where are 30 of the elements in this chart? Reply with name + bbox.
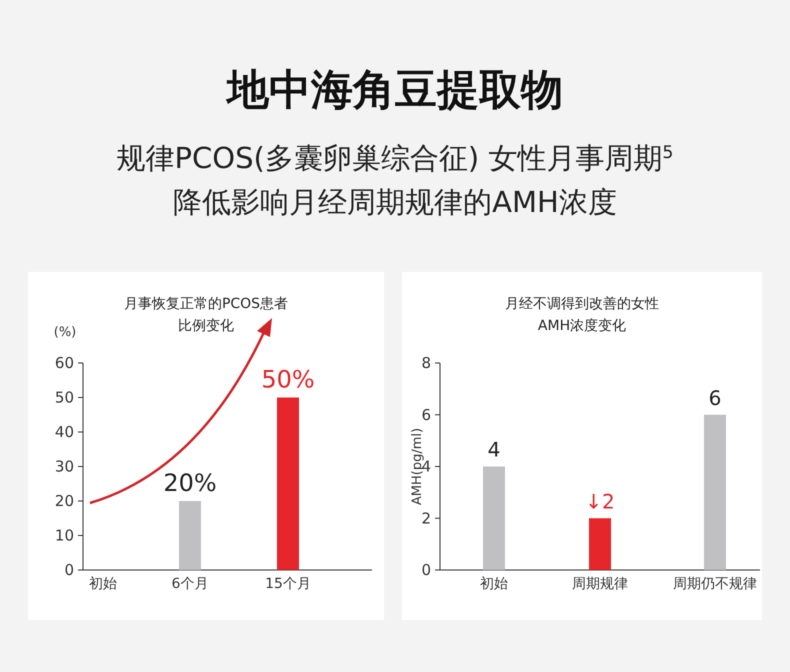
- chart-subtitle: AMH浓度变化: [538, 318, 626, 334]
- y-tick-label: 20: [54, 492, 74, 510]
- text: 地中海角豆提取物: [225, 65, 563, 114]
- y-tick-label: 50: [54, 388, 74, 406]
- data-label: 4: [488, 438, 500, 462]
- text: 规律PCOS(多囊卵巢综合征) 女性月事周期$^{5}$: [116, 141, 674, 175]
- y-axis-title: (%): [54, 325, 76, 340]
- x-tick-label: 初始: [480, 576, 508, 592]
- y-tick-label: 0: [64, 561, 74, 579]
- x-tick-label: 初始: [89, 576, 117, 592]
- text: 降低影响月经周期规律的AMH浓度: [173, 185, 617, 219]
- x-tick-label: 6个月: [172, 576, 208, 592]
- data-label: 20%: [163, 469, 217, 497]
- chart-title: 月经不调得到改善的女性: [505, 295, 659, 312]
- x-tick-label: 15个月: [265, 576, 311, 592]
- x-tick-label: 周期规律: [572, 576, 628, 592]
- y-tick-label: 60: [54, 354, 74, 372]
- data-label: 50%: [261, 366, 315, 394]
- y-tick-label: 8: [421, 354, 431, 372]
- chart-subtitle: 比例变化: [178, 318, 234, 334]
- x-tick-label: 周期仍不规律: [673, 576, 757, 592]
- y-tick-label: 2: [421, 509, 431, 528]
- y-tick-label: 6: [421, 406, 431, 424]
- y-tick-label: 40: [54, 423, 74, 441]
- y-tick-label: 10: [54, 526, 74, 544]
- data-label: ↓2: [585, 489, 615, 514]
- y-tick-label: 0: [421, 561, 431, 579]
- data-label: 6: [708, 386, 722, 410]
- y-tick-label: 30: [54, 458, 74, 476]
- chart-title: 月事恢复正常的PCOS患者: [124, 296, 288, 312]
